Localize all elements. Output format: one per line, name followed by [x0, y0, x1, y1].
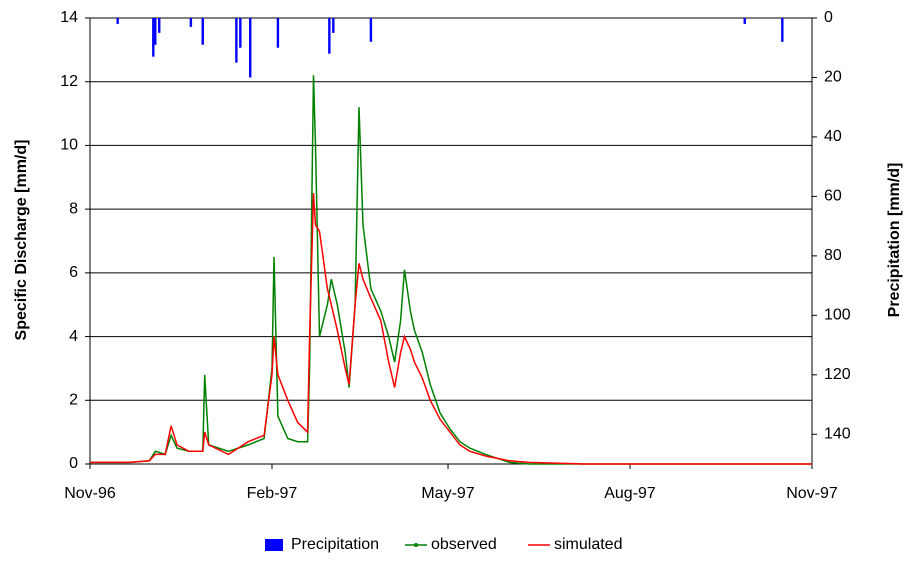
- y2-tick-label: 20: [824, 69, 842, 86]
- precipitation-bar: [116, 18, 119, 24]
- y2-tick-label: 40: [824, 128, 842, 145]
- series-line: [90, 75, 812, 465]
- legend-marker: [414, 543, 418, 547]
- precipitation-bar: [328, 18, 331, 54]
- precipitation-bar: [189, 18, 193, 27]
- y2-tick-label: 0: [824, 9, 833, 26]
- y-tick-label: 8: [69, 200, 78, 217]
- precipitation-bar: [249, 18, 252, 78]
- precipitation-bar: [235, 18, 238, 63]
- x-tick-label: Feb-97: [247, 485, 298, 502]
- y2-tick-label: 120: [824, 366, 851, 383]
- precipitation-bar: [152, 18, 155, 57]
- legend-label: observed: [431, 536, 497, 553]
- y-axis-label: Specific Discharge [mm/d]: [13, 140, 30, 341]
- y-tick-label: 0: [69, 455, 78, 472]
- y-tick-label: 14: [60, 9, 78, 26]
- precipitation-bar: [154, 18, 157, 45]
- precipitation-bar: [158, 18, 161, 33]
- precipitation-bar: [781, 18, 784, 42]
- y2-tick-label: 140: [824, 425, 851, 442]
- y2-axis-label: Precipitation [mm/d]: [886, 163, 903, 318]
- precipitation-bar: [276, 18, 280, 48]
- series-line: [90, 193, 812, 465]
- y2-tick-label: 100: [824, 307, 851, 324]
- x-tick-label: Aug-97: [604, 485, 656, 502]
- x-tick-label: Nov-97: [786, 485, 838, 502]
- y2-tick-label: 80: [824, 247, 842, 264]
- y2-tick-label: 60: [824, 188, 842, 205]
- precipitation-bar: [239, 18, 242, 48]
- precipitation-bar: [743, 18, 746, 24]
- legend-swatch: [265, 539, 283, 551]
- legend-label: Precipitation: [291, 536, 379, 553]
- y-tick-label: 12: [60, 73, 78, 90]
- y-tick-label: 10: [60, 137, 78, 154]
- legend-label: simulated: [554, 536, 622, 553]
- precipitation-bar: [201, 18, 204, 45]
- precipitation-bar: [332, 18, 335, 33]
- precipitation-bar: [369, 18, 373, 42]
- y-tick-label: 4: [69, 328, 78, 345]
- y-tick-label: 2: [69, 392, 78, 409]
- y-tick-label: 6: [69, 264, 78, 281]
- x-tick-label: May-97: [421, 485, 474, 502]
- x-tick-label: Nov-96: [64, 485, 116, 502]
